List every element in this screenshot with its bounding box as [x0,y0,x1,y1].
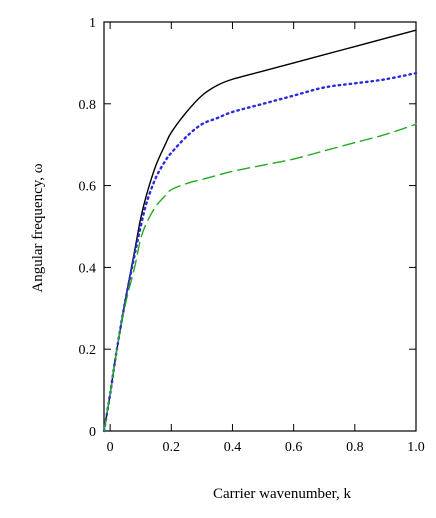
y-tick-label: 0.6 [79,180,97,195]
y-tick-label: 0.8 [79,98,97,113]
x-tick-label: 0.2 [163,440,181,455]
y-tick-label: 0 [89,425,96,440]
y-axis-label: Angular frequency, ω [30,163,46,292]
y-tick-label: 0.4 [79,261,97,276]
x-tick-label: 0.6 [285,440,303,455]
y-axis-ticks: 0 0.2 0.4 0.6 0.8 1 [79,16,416,440]
x-tick-label: 0 [107,440,114,455]
y-tick-label: 0.2 [79,343,97,358]
x-tick-label: 0.4 [224,440,242,455]
series-group [102,29,418,433]
x-axis-label: Carrier wavenumber, k [213,486,352,502]
x-axis-ticks: 0 0.2 0.4 0.6 0.8 1.0 [107,22,425,455]
series-line-solid [103,29,417,432]
series-line-dashed [103,123,417,432]
x-tick-label: 0.8 [346,440,364,455]
y-tick-label: 1 [89,16,96,31]
series-line-dotted [102,71,418,433]
x-tick-label: 1.0 [407,440,425,455]
plot-area-frame [103,21,417,432]
